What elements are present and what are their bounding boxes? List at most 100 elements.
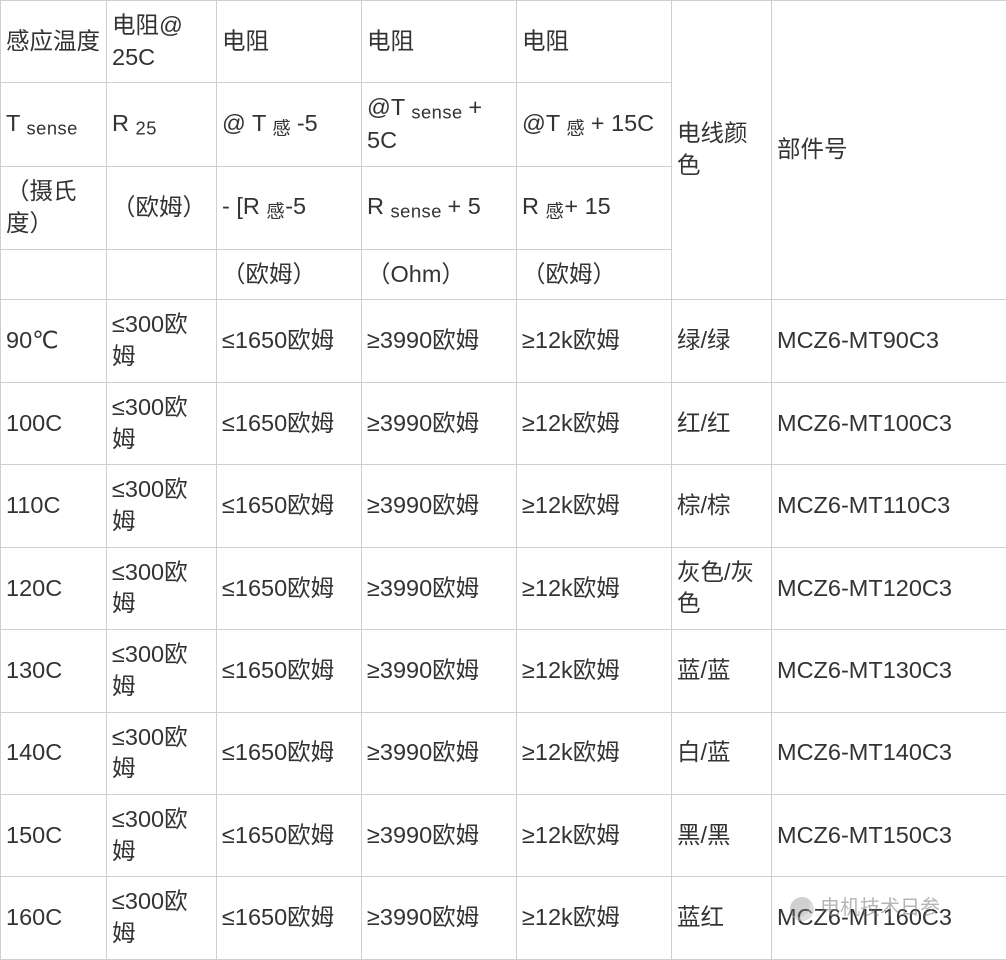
cell-rp5: ≥3990欧姆: [362, 300, 517, 382]
cell-text: 灰色/灰色: [677, 559, 754, 617]
cell-temp: 100C: [1, 382, 107, 464]
cell-rm5: ≤1650欧姆: [217, 712, 362, 794]
cell-wire: 绿/绿: [672, 300, 772, 382]
header-sub: 感: [566, 118, 590, 139]
cell-rm5: ≤1650欧姆: [217, 630, 362, 712]
cell-r25: ≤300欧姆: [107, 794, 217, 876]
cell-part: MCZ6-MT130C3: [772, 630, 1006, 712]
cell-text: ≤1650欧姆: [222, 327, 334, 353]
cell-text: ≥12k欧姆: [522, 822, 620, 848]
cell-r25: ≤300欧姆: [107, 712, 217, 794]
cell-rp15: ≥12k欧姆: [517, 300, 672, 382]
cell-text: ≤300欧姆: [112, 724, 188, 782]
cell-part: MCZ6-MT150C3: [772, 794, 1006, 876]
header-cell: 感应温度: [1, 1, 107, 83]
cell-rp5: ≥3990欧姆: [362, 794, 517, 876]
cell-temp: 90℃: [1, 300, 107, 382]
cell-text: MCZ6-MT150C3: [777, 822, 952, 848]
table-row: 100C ≤300欧姆 ≤1650欧姆 ≥3990欧姆 ≥12k欧姆 红/红 M…: [1, 382, 1006, 464]
header-cell: （欧姆）: [107, 167, 217, 249]
cell-wire: 黑/黑: [672, 794, 772, 876]
cell-text: 100C: [6, 410, 62, 436]
table-row: 130C ≤300欧姆 ≤1650欧姆 ≥3990欧姆 ≥12k欧姆 蓝/蓝 M…: [1, 630, 1006, 712]
cell-text: ≤300欧姆: [112, 476, 188, 534]
cell-part: MCZ6-MT140C3: [772, 712, 1006, 794]
table-row: 140C ≤300欧姆 ≤1650欧姆 ≥3990欧姆 ≥12k欧姆 白/蓝 M…: [1, 712, 1006, 794]
header-cell: @ T 感 -5: [217, 83, 362, 167]
header-text: （欧姆）: [522, 261, 616, 287]
cell-text: ≤300欧姆: [112, 641, 188, 699]
cell-text: 90℃: [6, 327, 59, 353]
header-cell: （欧姆）: [517, 249, 672, 300]
cell-text: ≤300欧姆: [112, 806, 188, 864]
header-cell: - [R 感-5: [217, 167, 362, 249]
cell-text: ≤300欧姆: [112, 559, 188, 617]
header-text: @T: [367, 94, 411, 120]
header-cell: R 感+ 15: [517, 167, 672, 249]
header-text: T: [6, 110, 26, 136]
cell-text: ≥3990欧姆: [367, 492, 479, 518]
header-cell: [1, 249, 107, 300]
header-text: 部件号: [777, 136, 848, 162]
header-sub: sense: [26, 118, 77, 139]
cell-rp15: ≥12k欧姆: [517, 630, 672, 712]
table-row: 150C ≤300欧姆 ≤1650欧姆 ≥3990欧姆 ≥12k欧姆 黑/黑 M…: [1, 794, 1006, 876]
header-cell: @T 感 + 15C: [517, 83, 672, 167]
cell-part: MCZ6-MT90C3: [772, 300, 1006, 382]
cell-text: 140C: [6, 739, 62, 765]
header-text: R: [367, 193, 391, 219]
header-text: 电阻: [222, 28, 269, 54]
table-row: 110C ≤300欧姆 ≤1650欧姆 ≥3990欧姆 ≥12k欧姆 棕/棕 M…: [1, 465, 1006, 547]
cell-text: 150C: [6, 822, 62, 848]
header-sub: 25: [136, 118, 157, 139]
cell-wire: 红/红: [672, 382, 772, 464]
header-text: + 5: [448, 193, 481, 219]
cell-rp15: ≥12k欧姆: [517, 877, 672, 959]
cell-rm5: ≤1650欧姆: [217, 300, 362, 382]
cell-text: ≥12k欧姆: [522, 492, 620, 518]
cell-r25: ≤300欧姆: [107, 465, 217, 547]
cell-rp15: ≥12k欧姆: [517, 794, 672, 876]
cell-rp5: ≥3990欧姆: [362, 712, 517, 794]
header-cell: 电阻: [517, 1, 672, 83]
header-text: （欧姆）: [112, 194, 206, 220]
header-text: （Ohm）: [367, 261, 465, 287]
cell-text: 红/红: [677, 410, 731, 436]
cell-r25: ≤300欧姆: [107, 382, 217, 464]
cell-rp15: ≥12k欧姆: [517, 547, 672, 629]
cell-wire: 白/蓝: [672, 712, 772, 794]
cell-text: ≥3990欧姆: [367, 904, 479, 930]
cell-text: ≥12k欧姆: [522, 327, 620, 353]
cell-text: 160C: [6, 904, 62, 930]
header-cell-wire-color: 电线颜色: [672, 1, 772, 300]
header-text: @T: [522, 110, 566, 136]
cell-text: 120C: [6, 575, 62, 601]
cell-text: 110C: [6, 492, 60, 518]
cell-text: MCZ6-MT120C3: [777, 575, 952, 601]
cell-temp: 110C: [1, 465, 107, 547]
cell-text: 蓝/蓝: [677, 657, 731, 683]
cell-text: ≥12k欧姆: [522, 575, 620, 601]
cell-text: ≤300欧姆: [112, 888, 188, 946]
cell-rm5: ≤1650欧姆: [217, 877, 362, 959]
cell-text: ≥3990欧姆: [367, 739, 479, 765]
header-text: （摄氏度）: [6, 178, 77, 236]
header-text: + 15: [564, 193, 610, 219]
cell-text: MCZ6-MT90C3: [777, 327, 939, 353]
spec-table: 感应温度 电阻@ 25C 电阻 电阻 电阻 电线颜色 部件号 T sense R…: [0, 0, 1006, 960]
cell-text: ≥12k欧姆: [522, 657, 620, 683]
cell-rp5: ≥3990欧姆: [362, 465, 517, 547]
header-text: 电阻@ 25C: [112, 12, 183, 70]
header-sub: 感: [272, 118, 296, 139]
cell-rp5: ≥3990欧姆: [362, 382, 517, 464]
header-cell: （Ohm）: [362, 249, 517, 300]
cell-rp15: ≥12k欧姆: [517, 382, 672, 464]
cell-text: MCZ6-MT100C3: [777, 410, 952, 436]
cell-text: ≤1650欧姆: [222, 904, 334, 930]
header-text: R: [112, 110, 136, 136]
table-header-row: 感应温度 电阻@ 25C 电阻 电阻 电阻 电线颜色 部件号: [1, 1, 1006, 83]
cell-text: ≤1650欧姆: [222, 657, 334, 683]
header-cell: （摄氏度）: [1, 167, 107, 249]
cell-r25: ≤300欧姆: [107, 547, 217, 629]
cell-text: ≤1650欧姆: [222, 822, 334, 848]
